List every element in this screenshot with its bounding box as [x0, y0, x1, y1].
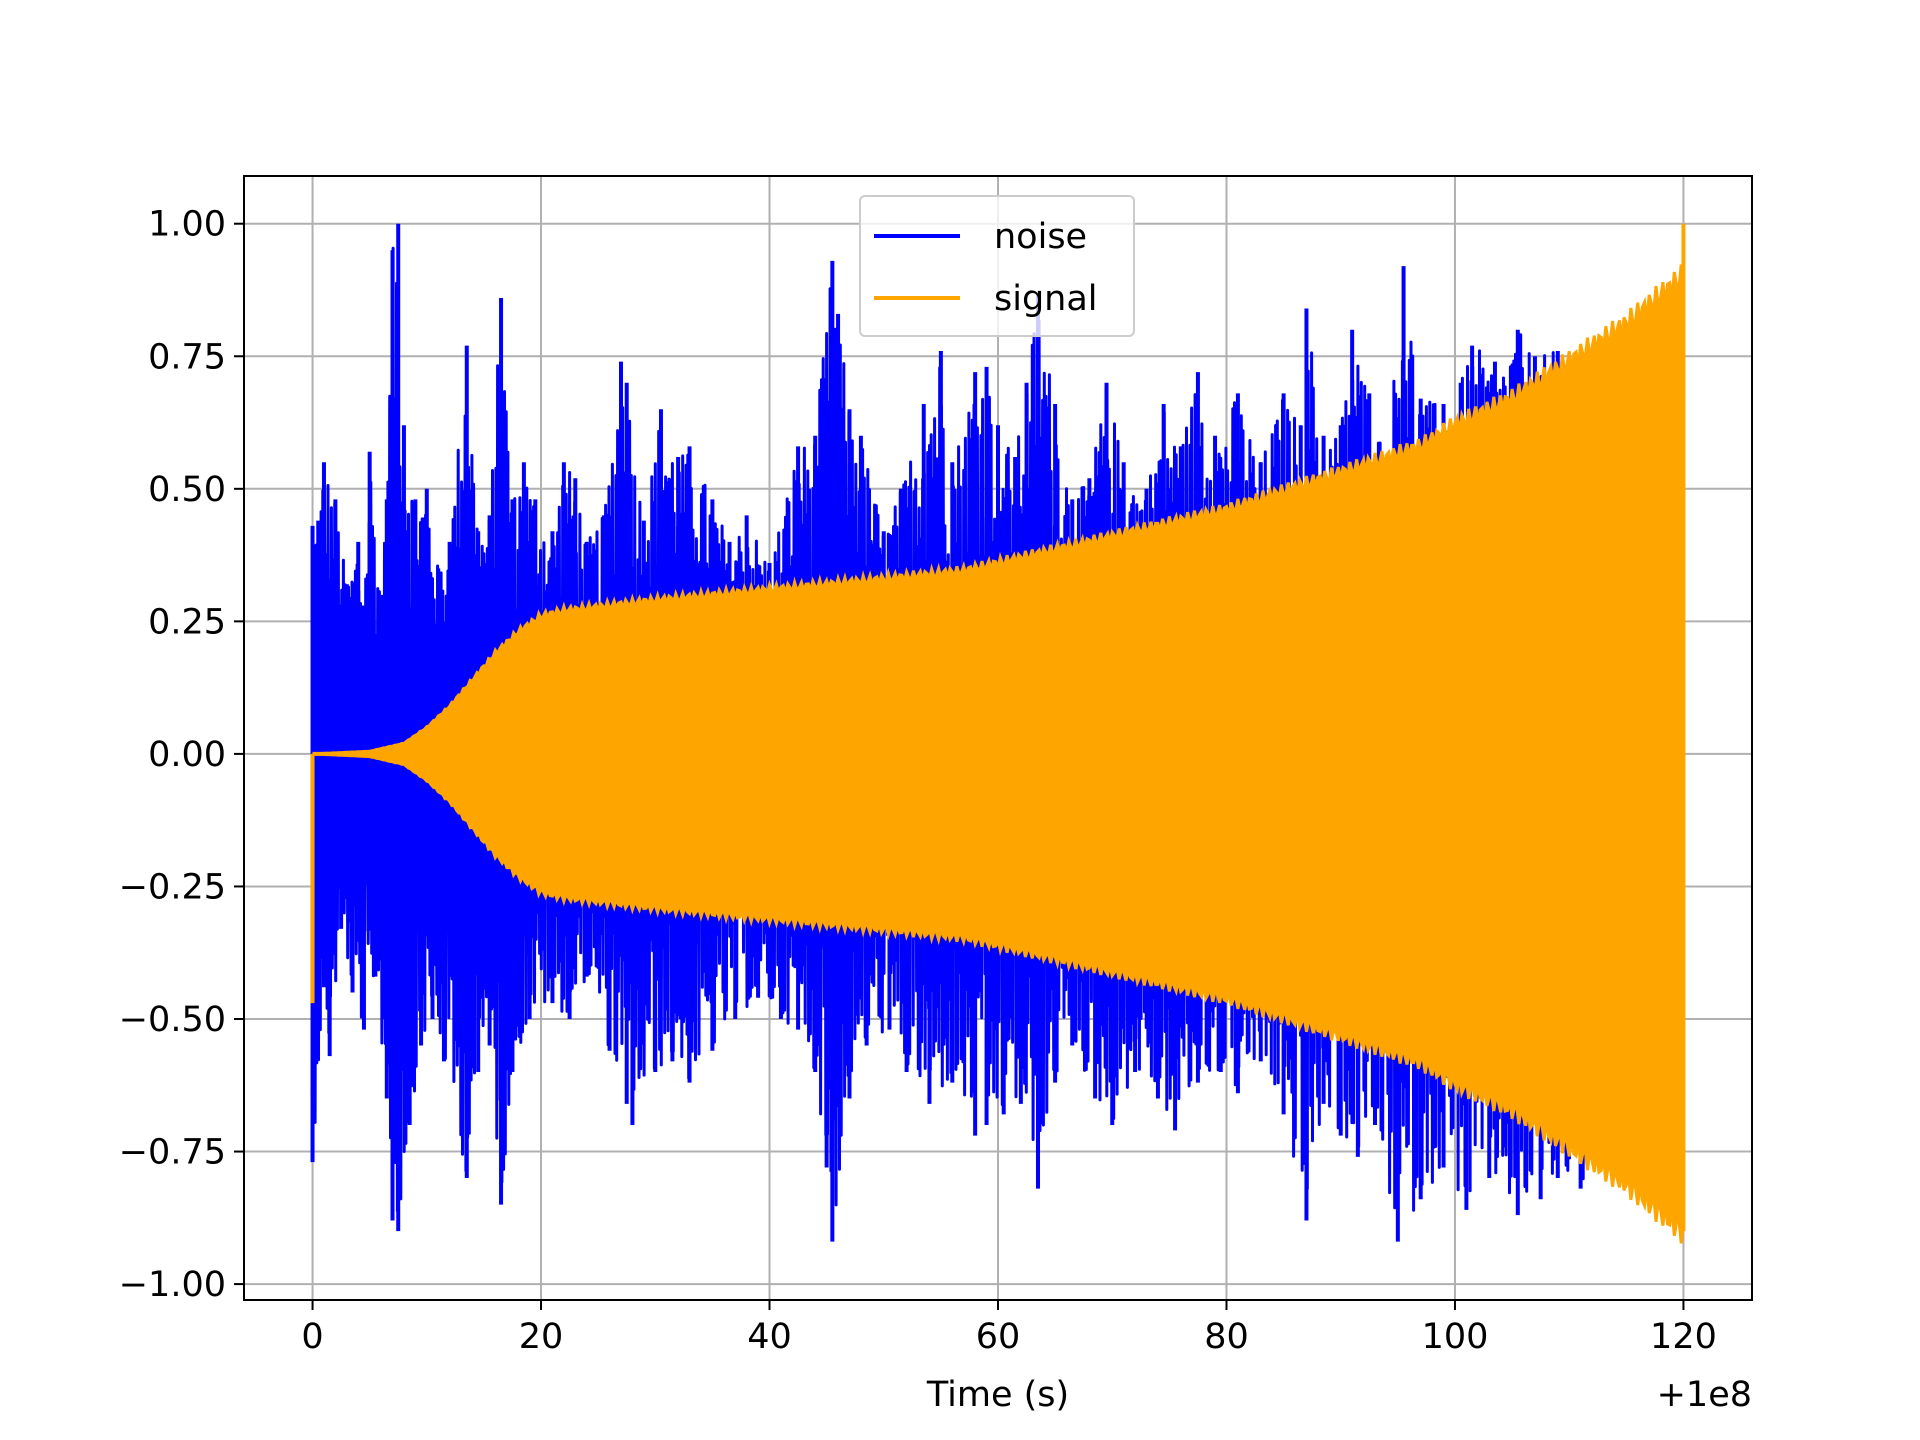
y-tick-label: −0.25 — [119, 867, 226, 907]
legend-box — [859, 195, 1135, 337]
y-tick-label: −0.50 — [119, 1000, 226, 1040]
x-tick-label: 20 — [519, 1317, 564, 1357]
x-tick-label: 40 — [747, 1317, 792, 1357]
y-tick-label: 0.00 — [148, 735, 226, 775]
y-tick-label: 0.50 — [148, 470, 226, 510]
x-tick-label: 120 — [1650, 1317, 1717, 1357]
legend-label-signal: signal — [994, 279, 1098, 319]
x-axis-label: Time (s) — [926, 1375, 1069, 1415]
y-tick-label: 0.25 — [148, 602, 226, 642]
x-axis-offset-label: +1e8 — [1657, 1375, 1752, 1415]
x-tick-label: 60 — [976, 1317, 1021, 1357]
y-tick-label: −1.00 — [119, 1265, 226, 1305]
legend[interactable]: noise signal — [859, 195, 1135, 337]
y-tick-label: −0.75 — [119, 1133, 226, 1173]
y-tick-label: 1.00 — [148, 205, 226, 245]
axis-ticks: 0 20 40 60 80 100 120 1.00 0.75 0.50 0.25 0.00 −0.25… — [119, 205, 1717, 1357]
y-tick-label: 0.75 — [148, 337, 226, 377]
x-tick-label: 80 — [1204, 1317, 1249, 1357]
x-tick-label: 100 — [1422, 1317, 1489, 1357]
x-tick-label: 0 — [301, 1317, 323, 1357]
signal-series — [310, 223, 1686, 1244]
legend-label-noise: noise — [994, 217, 1087, 257]
